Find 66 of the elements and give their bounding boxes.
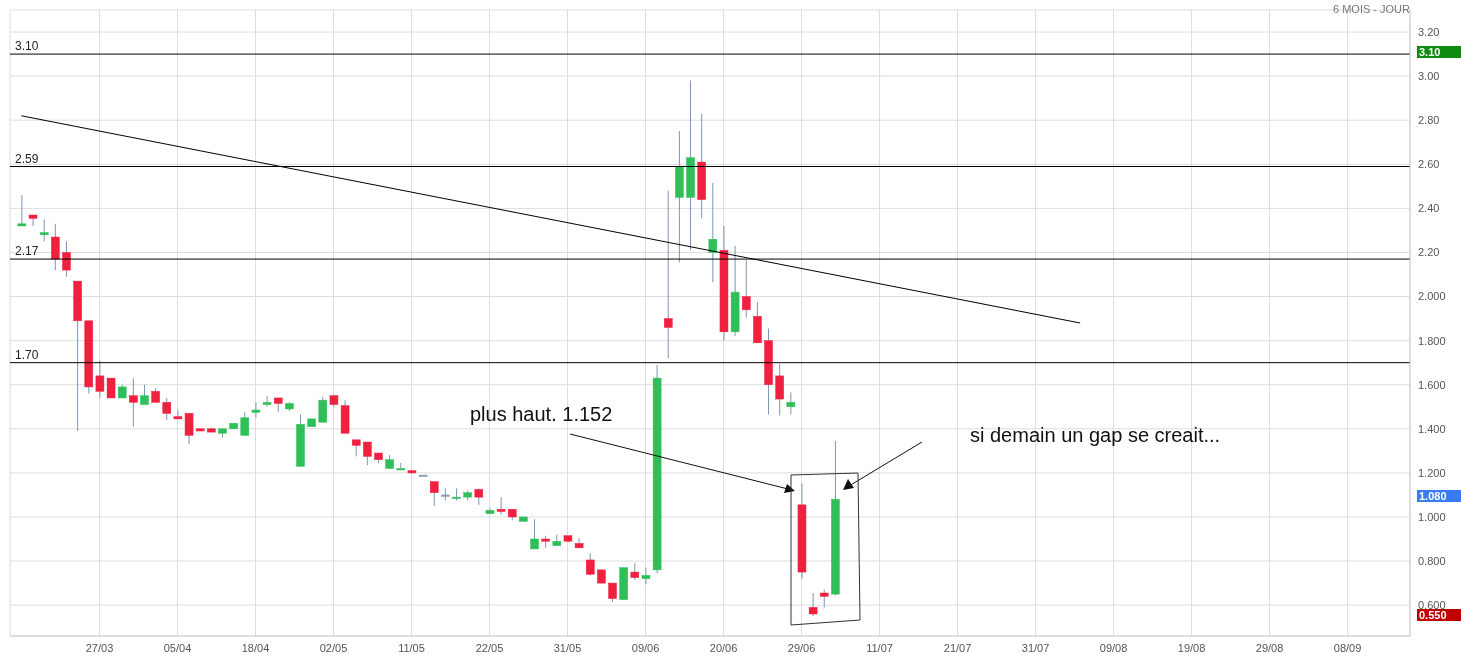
candlestick — [251, 401, 261, 419]
candlestick — [39, 218, 49, 242]
x-tick-label: 11/07 — [866, 641, 893, 654]
text: 0.550 — [1417, 609, 1461, 621]
y-tick-label: 2.60 — [1418, 158, 1440, 171]
x-tick-label: 29/08 — [1255, 641, 1284, 654]
chart-subtitle: 6 MOIS - JOUR — [1332, 3, 1410, 15]
x-tick-label: 09/06 — [631, 641, 660, 654]
y-tick-label: 1.200 — [1418, 466, 1446, 479]
ref-line-label: 1.70 — [15, 347, 39, 362]
ref-line-label: 3.10 — [15, 39, 39, 54]
candlestick — [17, 194, 27, 227]
x-tick-label: 08/09 — [1333, 641, 1362, 654]
candlestick — [28, 214, 38, 227]
x-tick-label: 20/06 — [709, 641, 738, 654]
x-tick-label: 05/04 — [163, 641, 192, 654]
y-tick-label: 0.800 — [1418, 554, 1446, 567]
candlestick — [51, 223, 60, 271]
x-tick-label: 31/07 — [1021, 641, 1050, 654]
candlestick — [363, 441, 372, 466]
candlestick — [162, 397, 172, 421]
candlestick — [742, 259, 751, 318]
y-tick-label: 2.000 — [1418, 290, 1446, 303]
x-tick-label: 22/05 — [475, 641, 504, 654]
x-tick-label: 27/03 — [85, 641, 114, 654]
annotation: si demain un gap se creait... — [970, 424, 1221, 447]
annotation: plus haut. 1.152 — [470, 403, 613, 426]
candlestick — [262, 395, 272, 408]
candlestick — [574, 537, 584, 549]
candlestick — [786, 391, 796, 415]
x-tick-label: 31/05 — [553, 641, 582, 654]
x-tick-label: 09/08 — [1099, 641, 1128, 654]
x-tick-label: 18/04 — [241, 641, 270, 654]
x-tick-label: 21/07 — [943, 641, 972, 654]
candlestick — [496, 496, 506, 516]
candlestick — [808, 592, 818, 617]
x-tick-label: 11/05 — [398, 641, 425, 654]
y-tick-label: 1.400 — [1418, 422, 1446, 435]
candlestick — [664, 190, 673, 359]
y-tick-label: 1.600 — [1418, 378, 1446, 391]
candlestick — [530, 518, 539, 550]
candlestick — [62, 240, 71, 278]
text: 1.080 — [1417, 490, 1461, 502]
text: 3.10 — [1417, 46, 1461, 58]
candlestick — [608, 582, 617, 603]
y-tick-label: 3.00 — [1418, 70, 1440, 83]
candlestick — [775, 363, 784, 417]
y-tick-label: 2.20 — [1418, 246, 1440, 259]
y-tick-label: 1.000 — [1418, 510, 1446, 523]
y-tick-label: 2.40 — [1418, 202, 1440, 215]
candlestick — [429, 481, 439, 507]
x-tick-label: 29/06 — [787, 641, 816, 654]
candlestick — [140, 384, 149, 406]
y-tick-label: 2.80 — [1418, 114, 1440, 127]
x-tick-label: 19/08 — [1177, 641, 1206, 654]
y-tick-label: 0.600 — [1418, 599, 1446, 612]
candlestick — [641, 567, 651, 585]
ref-line-label: 2.17 — [15, 244, 39, 259]
candlestick — [708, 182, 718, 283]
candlestick — [129, 377, 138, 428]
y-tick-label: 1.800 — [1418, 334, 1446, 347]
y-tick-label: 3.20 — [1418, 25, 1440, 38]
candlestick — [318, 396, 328, 423]
candlestick — [240, 411, 250, 436]
ref-line-label: 2.59 — [15, 151, 39, 166]
x-tick-label: 02/05 — [319, 641, 348, 654]
